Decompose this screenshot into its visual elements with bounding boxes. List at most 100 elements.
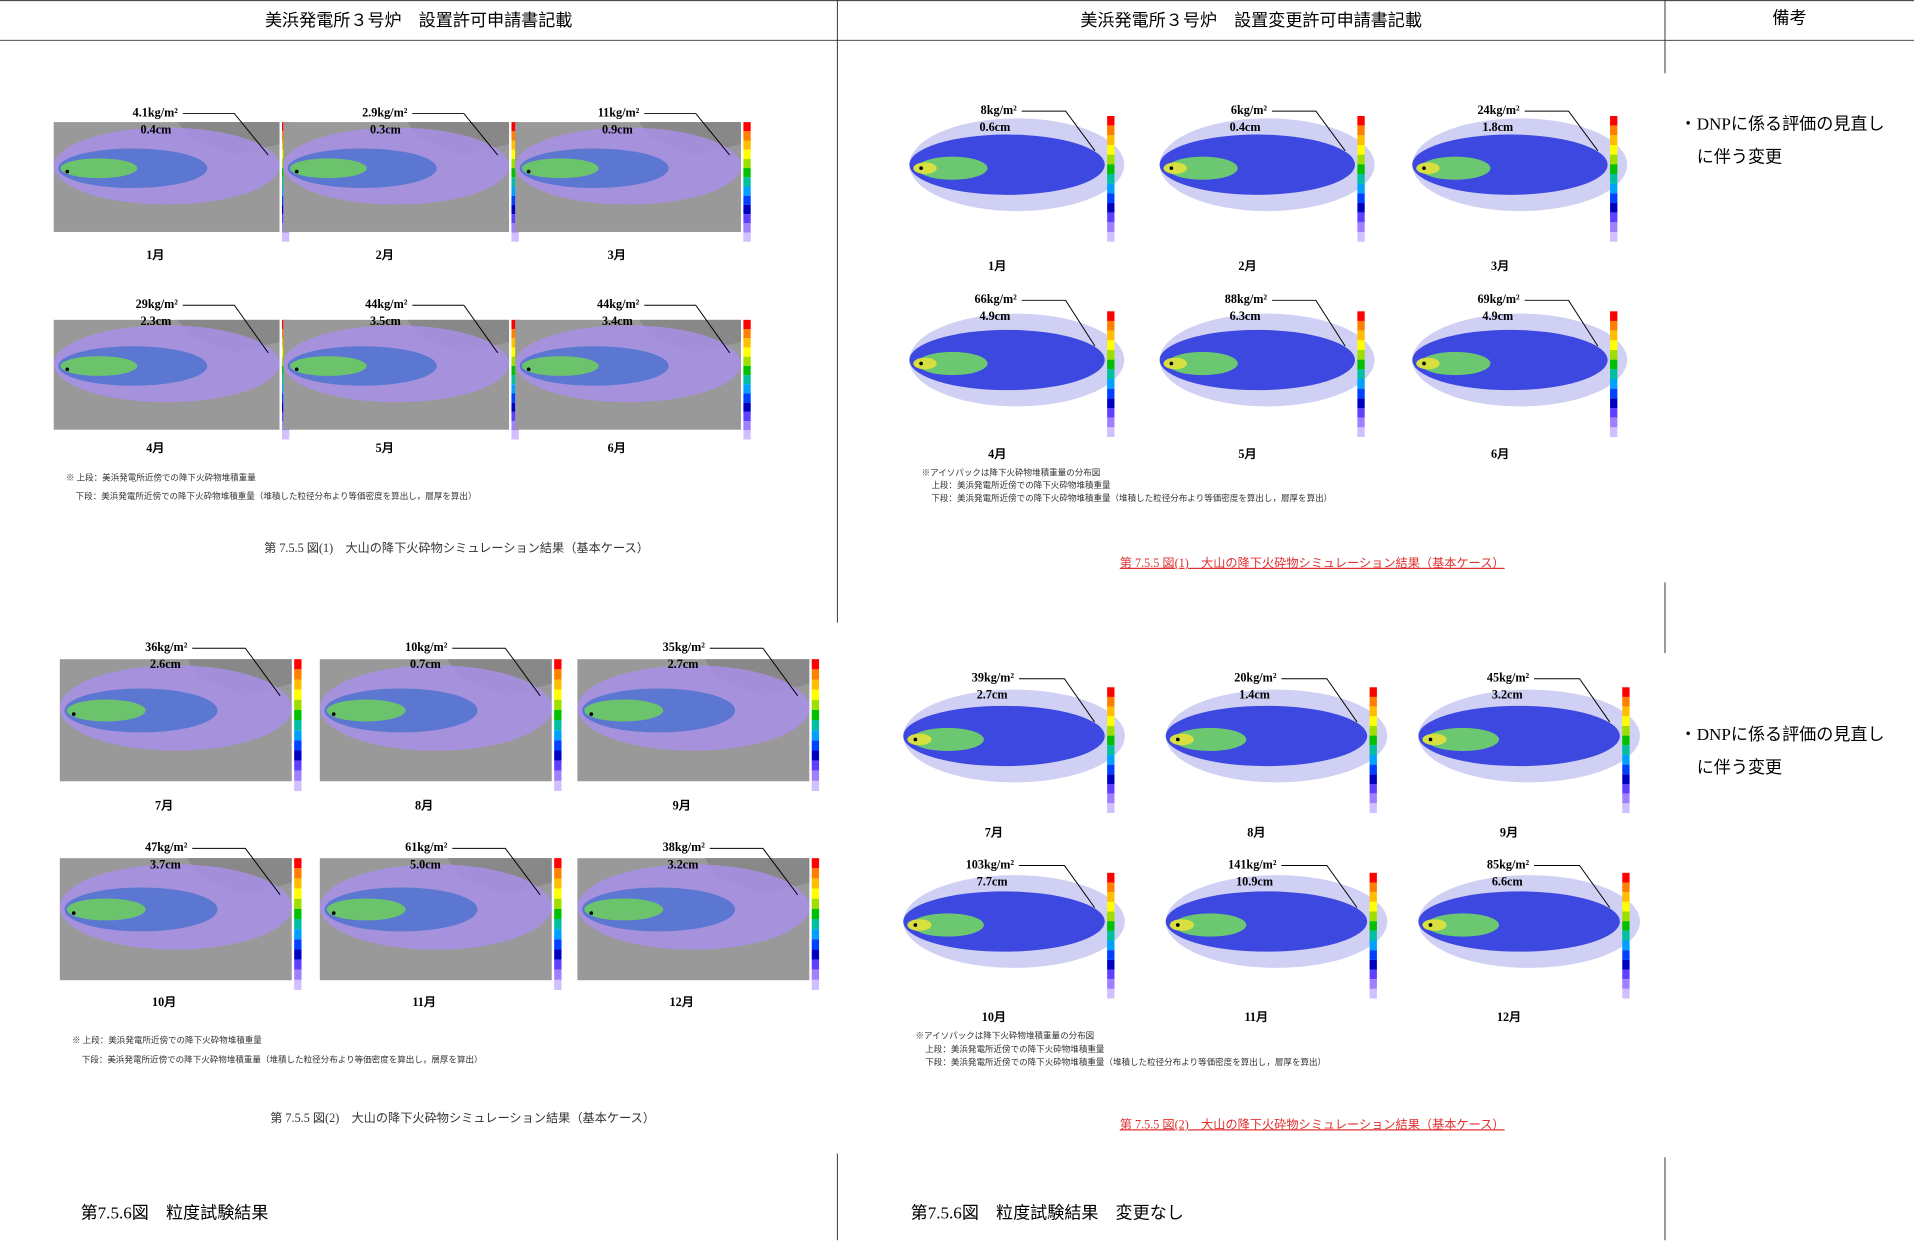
color-bar	[554, 878, 561, 888]
color-bar	[554, 889, 561, 899]
note: ※ 上段：美浜発電所近傍での降下火砕物堆積重量	[72, 1034, 262, 1045]
color-bar	[294, 720, 301, 730]
color-bar	[1622, 911, 1629, 921]
color-bar	[743, 177, 750, 186]
color-bar	[1107, 331, 1114, 341]
deposit-label: 29kg/m²	[136, 297, 179, 311]
color-bar	[1107, 360, 1114, 370]
color-bar	[1622, 979, 1629, 989]
thickness-label: 4.9cm	[1482, 309, 1513, 323]
month-label: 5月	[376, 441, 394, 455]
caption: 第 7.5.5 図(1) 大山の降下火砕物シミュレーション結果（基本ケース）	[264, 540, 649, 555]
color-bar	[294, 771, 301, 781]
color-bar	[554, 980, 561, 990]
color-bar	[1357, 145, 1364, 155]
color-bar	[812, 750, 819, 760]
color-bar	[812, 761, 819, 771]
color-bar	[1610, 427, 1617, 437]
month-label: 10月	[982, 1010, 1006, 1024]
month-label: 8月	[1247, 826, 1265, 840]
color-bar	[1610, 145, 1617, 155]
color-bar	[812, 710, 819, 720]
color-bar	[1370, 989, 1377, 999]
color-bar	[554, 710, 561, 720]
color-bar	[812, 960, 819, 970]
source	[332, 712, 336, 716]
color-bar	[1107, 970, 1114, 980]
note: 下段：美浜発電所近傍での降下火砕物堆積重量（堆積した粒径分布より等価密度を算出し…	[925, 1056, 1326, 1067]
color-bar	[812, 659, 819, 669]
color-bar	[1107, 755, 1114, 765]
deposit-label: 20kg/m²	[1234, 671, 1277, 685]
color-bar	[743, 430, 750, 439]
color-bar	[1357, 418, 1364, 428]
color-bar	[1370, 687, 1377, 697]
color-bar	[1610, 369, 1617, 379]
color-bar	[294, 669, 301, 679]
color-bar	[294, 949, 301, 959]
color-bar	[743, 122, 750, 131]
color-bar	[1370, 892, 1377, 902]
color-bar	[1610, 116, 1617, 126]
color-bar	[1107, 892, 1114, 902]
source	[1422, 166, 1426, 170]
deposit-label: 69kg/m²	[1477, 292, 1520, 306]
color-bar	[1610, 232, 1617, 242]
color-bar	[1610, 184, 1617, 194]
deposit-label: 45kg/m²	[1487, 671, 1530, 685]
color-bar	[1107, 784, 1114, 794]
thickness-label: 4.9cm	[979, 309, 1010, 323]
color-bar	[743, 214, 750, 223]
footer-text: 第7.5.6図 粒度試験結果	[81, 1204, 269, 1223]
color-bar	[743, 384, 750, 393]
plume	[522, 356, 599, 376]
color-bar	[1107, 687, 1114, 697]
color-bar	[1107, 389, 1114, 399]
color-bar	[812, 909, 819, 919]
color-bar	[294, 761, 301, 771]
color-bar	[1107, 745, 1114, 755]
color-bar	[1610, 418, 1617, 428]
color-bar	[1610, 340, 1617, 350]
color-bar	[1107, 155, 1114, 165]
color-bar	[812, 939, 819, 949]
color-bar	[1370, 794, 1377, 804]
color-bar	[1107, 222, 1114, 232]
color-bar	[743, 131, 750, 140]
color-bar	[554, 960, 561, 970]
color-bar	[743, 338, 750, 347]
color-bar	[812, 858, 819, 868]
color-bar	[1107, 989, 1114, 999]
color-bar	[1357, 379, 1364, 389]
color-bar	[554, 669, 561, 679]
color-bar	[1622, 687, 1629, 697]
color-bar	[743, 233, 750, 242]
month-label: 5月	[1238, 447, 1256, 461]
deposit-label: 66kg/m²	[975, 292, 1018, 306]
color-bar	[554, 690, 561, 700]
note: 下段：美浜発電所近傍での降下火砕物堆積重量（堆積した粒径分布より等価密度を算出し…	[931, 492, 1332, 503]
month-label: 4月	[988, 447, 1006, 461]
source	[914, 923, 918, 927]
source	[295, 367, 299, 371]
thickness-label: 0.4cm	[1230, 120, 1261, 134]
color-bar	[1610, 389, 1617, 399]
color-bar	[1370, 931, 1377, 941]
color-bar	[743, 223, 750, 232]
month-label: 3月	[1491, 259, 1509, 273]
color-bar	[294, 970, 301, 980]
source	[589, 712, 593, 716]
color-bar	[812, 878, 819, 888]
color-bar	[1357, 350, 1364, 360]
thickness-label: 2.3cm	[141, 314, 172, 328]
color-bar	[1357, 360, 1364, 370]
source	[589, 911, 593, 915]
color-bar	[1107, 321, 1114, 331]
color-bar	[1107, 311, 1114, 321]
color-bar	[1107, 794, 1114, 804]
thickness-label: 3.2cm	[1492, 688, 1523, 702]
color-bar	[1610, 379, 1617, 389]
color-bar	[1610, 331, 1617, 341]
color-bar	[1107, 126, 1114, 136]
color-bar	[1610, 174, 1617, 184]
